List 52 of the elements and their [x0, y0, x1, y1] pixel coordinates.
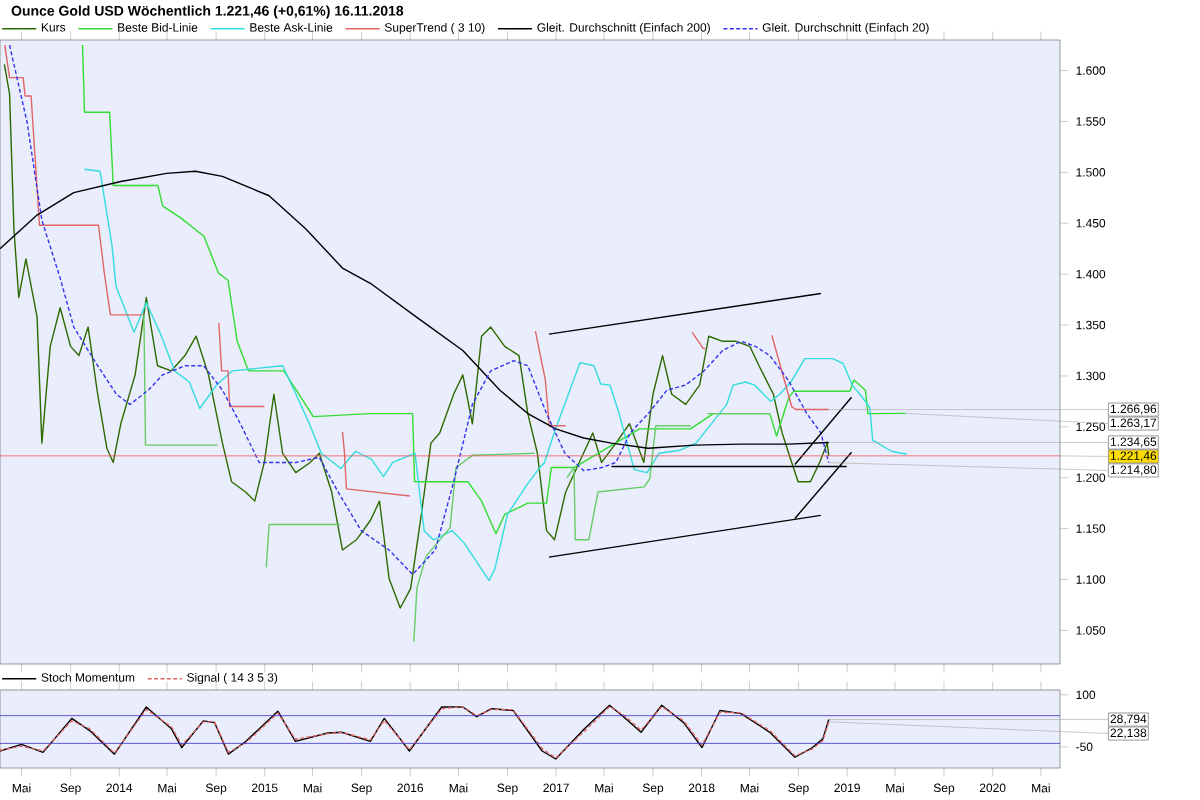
legend-label: Stoch Momentum — [41, 672, 135, 682]
legend-label: SuperTrend ( 3 10) — [384, 22, 485, 35]
y-tick-label: -50 — [1076, 742, 1093, 752]
x-tick-label: 2016 — [397, 783, 424, 793]
legend-label: Kurs — [41, 23, 66, 32]
annotation: 1.263,17 — [1110, 418, 1157, 429]
y-tick-label: 1.600 — [1076, 66, 1106, 75]
x-tick-label: Mai — [886, 783, 904, 793]
y-tick-label: 1.200 — [1076, 473, 1106, 482]
x-tick-label: 2014 — [106, 783, 133, 793]
y-tick-label: 100 — [1076, 690, 1096, 700]
legend-label: Beste Bid-Linie — [118, 22, 198, 32]
x-tick-label: Mai — [1032, 783, 1050, 793]
legend-label: Gleit. Durchschnitt (Einfach 200) — [537, 22, 710, 35]
x-tick-label: Sep — [497, 783, 518, 795]
x-tick-label: Mai — [303, 783, 322, 793]
y-tick-label: 1.250 — [1076, 422, 1106, 432]
x-tick-label: Sep — [642, 783, 664, 795]
x-tick-label: Sep — [205, 783, 227, 795]
x-tick-label: 2018 — [688, 783, 715, 793]
x-tick-label: 2019 — [834, 783, 860, 793]
x-tick-label: Mai — [449, 783, 468, 793]
y-tick-label: 1.450 — [1076, 218, 1106, 228]
x-tick-label: Sep — [933, 783, 955, 795]
x-tick-label: Mai — [595, 783, 613, 793]
x-tick-label: 2020 — [979, 783, 1006, 793]
chart-title: Ounce Gold USD Wöchentlich 1.221,46 (+0,61%) 16.11.2018 — [11, 5, 404, 19]
y-tick-label: 1.350 — [1076, 320, 1106, 330]
y-tick-label: 1.400 — [1076, 269, 1106, 279]
x-tick-label: 2015 — [251, 783, 278, 793]
x-tick-label: Sep — [351, 783, 372, 795]
annotation: 1.214,80 — [1110, 465, 1157, 476]
annotation: 28,794 — [1110, 714, 1147, 725]
annotation: 1.266,96 — [1110, 404, 1157, 415]
y-tick-label: 1.500 — [1076, 168, 1106, 177]
y-tick-label: 1.150 — [1076, 524, 1106, 533]
x-tick-label: Mai — [740, 783, 759, 793]
y-tick-label: 1.550 — [1076, 117, 1106, 126]
x-tick-label: Mai — [158, 783, 176, 793]
y-tick-label: 1.300 — [1076, 371, 1106, 381]
x-tick-label: Mai — [12, 783, 31, 793]
x-tick-label: Sep — [60, 783, 81, 795]
y-tick-label: 1.100 — [1076, 575, 1106, 584]
legend-label: Beste Ask-Linie — [250, 22, 333, 32]
ref-line-label: 1.221,46 — [1110, 451, 1157, 462]
legend-label: Signal ( 14 3 5 3) — [187, 672, 278, 685]
x-tick-label: 2017 — [543, 783, 569, 793]
annotation: 22,138 — [1110, 728, 1147, 739]
legend-label: Gleit. Durchschnitt (Einfach 20) — [762, 22, 929, 35]
y-tick-label: 1.050 — [1076, 626, 1106, 635]
x-tick-label: Sep — [788, 783, 809, 795]
annotation: 1.234,65 — [1110, 437, 1157, 448]
